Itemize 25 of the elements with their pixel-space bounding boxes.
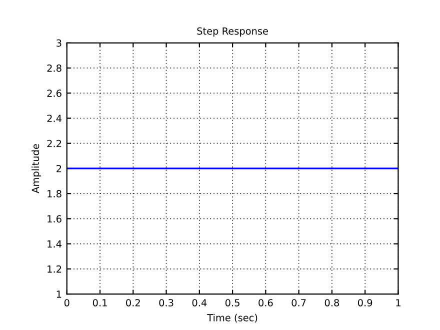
y-tick-label: 2.2 [47, 140, 62, 148]
y-axis-title: Amplitude [32, 144, 41, 194]
y-tick-label: 1.2 [48, 265, 62, 273]
x-tick-label: 0 [64, 299, 70, 306]
x-tick-label: 0.1 [92, 299, 107, 306]
x-tick-label: 0.6 [258, 299, 273, 306]
x-tick-label: 1 [396, 299, 400, 306]
x-tick-label: 0.9 [358, 299, 372, 306]
y-tick-label: 2 [56, 164, 62, 172]
x-tick-label: 0.7 [292, 299, 306, 306]
y-tick-label: 1.4 [48, 240, 62, 248]
y-tick-label: 2.8 [47, 64, 62, 72]
y-tick-label: 1.8 [48, 190, 62, 198]
x-axis-title: Time (sec) [207, 314, 258, 323]
x-tick-label: 0.2 [126, 299, 140, 306]
x-tick-label: 0.5 [225, 299, 240, 306]
y-tick-label: 1.6 [48, 215, 62, 223]
y-tick-label: 3 [56, 39, 62, 47]
y-tick-label: 1 [56, 290, 62, 298]
x-tick-label: 0.8 [324, 299, 339, 306]
chart-title: Step Response [197, 27, 268, 37]
x-tick-label: 0.4 [192, 299, 207, 306]
y-tick-label: 2.4 [47, 114, 62, 122]
y-tick-label: 2.6 [47, 90, 62, 97]
x-tick-label: 0.3 [159, 299, 174, 306]
